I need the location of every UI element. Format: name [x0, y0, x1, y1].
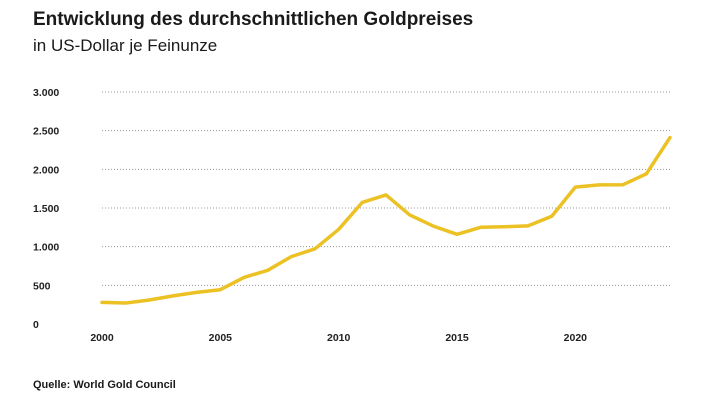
- y-axis-ticks: 0 500 1.000 1.500 2.000 2.500 3.000: [33, 87, 59, 331]
- y-tick-label: 0: [33, 319, 39, 331]
- y-tick-label: 2.000: [33, 164, 59, 176]
- y-tick-label: 500: [33, 280, 51, 292]
- source-note: Quelle: World Gold Council: [33, 379, 176, 391]
- y-tick-label: 2.500: [33, 126, 59, 138]
- series-line: [100, 135, 672, 305]
- x-tick-label: 2000: [90, 332, 114, 344]
- x-tick-label: 2015: [445, 332, 469, 344]
- chart-title: Entwicklung des durchschnittlichen Goldp…: [33, 9, 474, 30]
- gridlines: [102, 91, 670, 286]
- y-tick-label: 1.000: [33, 242, 59, 254]
- x-tick-label: 2020: [564, 332, 588, 344]
- y-tick-label: 3.000: [33, 87, 59, 99]
- x-tick-label: 2005: [209, 332, 233, 344]
- x-axis-ticks: 2000 2005 2010 2015 2020: [90, 332, 587, 344]
- y-tick-label: 1.500: [33, 203, 59, 215]
- series-layer: [100, 135, 672, 305]
- x-tick-label: 2010: [327, 332, 351, 344]
- chart-subtitle: in US-Dollar je Feinunze: [33, 36, 218, 55]
